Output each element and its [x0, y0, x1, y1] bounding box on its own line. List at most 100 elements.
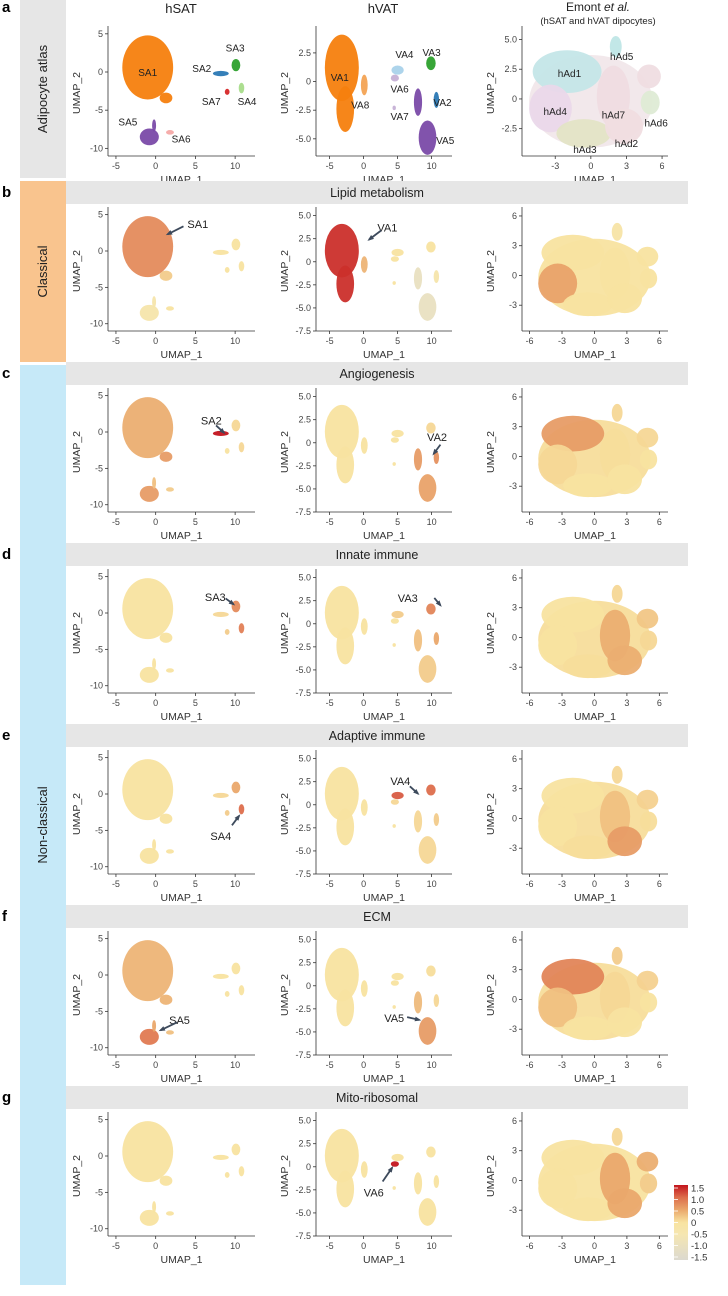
- cluster-SA3: [231, 59, 241, 72]
- panel-header: Angiogenesis: [339, 367, 414, 381]
- emont-title-main: Emont: [566, 0, 604, 14]
- y-tick-label: 5: [98, 29, 103, 39]
- x-tick-label: 3: [624, 1060, 629, 1070]
- x-tick-label: 10: [427, 698, 437, 708]
- y-tick-label: 0: [98, 970, 103, 980]
- umap-plot-emont-c: -6 -3 0 3 6 6 3 0 -3 UMAP_1 UMAP_2: [485, 388, 668, 542]
- annotation-label: VA1: [377, 223, 397, 235]
- y-tick-label: 0: [512, 813, 517, 823]
- cluster-hAd1: [541, 234, 605, 271]
- band-label: Non-classical: [35, 786, 50, 863]
- y-axis-label: UMAP_2: [485, 431, 497, 473]
- x-tick-label: 0: [361, 517, 366, 527]
- cluster-SA1: [122, 35, 174, 100]
- cluster-SA5t: [152, 119, 157, 132]
- x-tick-label: -6: [526, 1060, 534, 1070]
- cluster-hAd6b: [639, 992, 658, 1013]
- cluster-SA1b: [159, 1175, 173, 1186]
- band-label: Classical: [35, 245, 50, 297]
- cell-points: [122, 759, 245, 864]
- cluster-VA1: [324, 766, 359, 821]
- cluster-hAd3: [563, 1197, 613, 1222]
- cluster-SA4: [238, 82, 245, 94]
- x-tick-label: -5: [326, 1241, 334, 1251]
- cluster-SA4: [238, 1166, 245, 1177]
- x-tick-label: 5: [193, 1060, 198, 1070]
- cluster-hAd5: [609, 35, 622, 58]
- cluster-VA1t: [336, 265, 355, 303]
- cell-points: [538, 222, 659, 317]
- cluster-hAd6b: [639, 811, 658, 832]
- x-tick-label: -3: [558, 517, 566, 527]
- y-tick-label: -10: [90, 681, 103, 691]
- y-tick-label: -5.0: [295, 134, 311, 144]
- cluster-VA8: [360, 437, 368, 454]
- x-tick-label: -5: [112, 1060, 120, 1070]
- cluster-VA5a: [413, 88, 423, 116]
- x-tick-label: 10: [427, 336, 437, 346]
- y-tick-label: 3: [512, 965, 517, 975]
- cluster-VA8: [360, 256, 368, 273]
- annotation-label: VA6: [364, 1188, 384, 1200]
- panel-letter-d: d: [2, 546, 11, 563]
- cluster-hAd3: [563, 1016, 613, 1041]
- umap-plot-hsat-g: -5 0 5 10 5 0 -5 -10 UMAP_1 UMAP_2: [71, 1112, 255, 1266]
- cluster-label: hAd7: [602, 110, 626, 121]
- y-axis-label: UMAP_2: [279, 1155, 291, 1197]
- y-tick-label: 6: [512, 754, 517, 764]
- cluster-SA5: [139, 1209, 159, 1226]
- cluster-SA3: [231, 419, 241, 432]
- cell-points: [324, 404, 440, 502]
- x-tick-label: 0: [592, 1241, 597, 1251]
- panel-letter-b: b: [2, 184, 11, 201]
- arrowhead-icon: [228, 599, 236, 606]
- x-tick-label: 3: [624, 336, 629, 346]
- column-title-hsat: hSAT: [165, 1, 197, 16]
- x-tick-label: 6: [657, 336, 662, 346]
- cluster-VA1t: [336, 989, 355, 1027]
- x-axis-label: UMAP_1: [160, 1073, 202, 1085]
- umap-plot-hvat-c: -5 0 5 10 5.0 2.5 0 -2.5 -5.0 -7.5 UMAP_1 UMAP_2 VA2: [279, 388, 452, 542]
- y-tick-label: 0: [98, 1151, 103, 1161]
- cluster-SA7: [224, 991, 230, 997]
- cell-points: [122, 35, 245, 146]
- x-axis-label: UMAP_1: [574, 711, 616, 723]
- cluster-VA8: [360, 1161, 368, 1178]
- colorbar-tick-label: 1.0: [691, 1195, 704, 1206]
- y-tick-label: -5: [95, 282, 103, 292]
- cluster-hAd1: [532, 50, 602, 93]
- x-tick-label: -6: [526, 1241, 534, 1251]
- cluster-SA1: [122, 940, 174, 1002]
- x-tick-label: 5: [193, 698, 198, 708]
- cell-points: [538, 584, 659, 679]
- cluster-label: VA4: [395, 50, 414, 61]
- x-tick-label: 0: [592, 517, 597, 527]
- umap-plot-emont-f: -6 -3 0 3 6 6 3 0 -3 UMAP_1 UMAP_2: [485, 931, 668, 1085]
- y-tick-label: -5: [95, 1006, 103, 1016]
- y-tick-label: -5: [95, 825, 103, 835]
- umap-plot-emont-a: -3 0 3 65.02.50-2.5UMAP_1UMAP_2hAd5hAd1hAd4…: [485, 26, 668, 186]
- cluster-hAd3: [556, 119, 612, 148]
- cluster-SA2: [212, 792, 229, 798]
- y-tick-label: 0: [512, 632, 517, 642]
- x-axis-label: UMAP_1: [160, 349, 202, 361]
- umap-plot-emont-g: -6 -3 0 3 6 6 3 0 -3 UMAP_1 UMAP_2: [485, 1112, 668, 1266]
- cell-points: [324, 585, 440, 683]
- y-tick-label: -5.0: [295, 1208, 311, 1218]
- cluster-SA5t: [152, 477, 157, 489]
- panel-letter-c: c: [2, 365, 10, 382]
- cluster-VA6: [390, 980, 399, 986]
- cluster-VA7: [392, 462, 396, 466]
- x-tick-label: -3: [558, 698, 566, 708]
- cluster-hAd6: [636, 427, 659, 448]
- cluster-hAd4: [538, 806, 578, 847]
- x-tick-label: 6: [657, 879, 662, 889]
- cluster-hAd5: [611, 584, 623, 603]
- y-tick-label: -10: [90, 862, 103, 872]
- cluster-SA5: [139, 128, 159, 146]
- cluster-SA7: [224, 88, 230, 95]
- x-tick-label: 0: [153, 161, 158, 171]
- y-tick-label: -5: [95, 463, 103, 473]
- panel-header-bar: [66, 905, 688, 928]
